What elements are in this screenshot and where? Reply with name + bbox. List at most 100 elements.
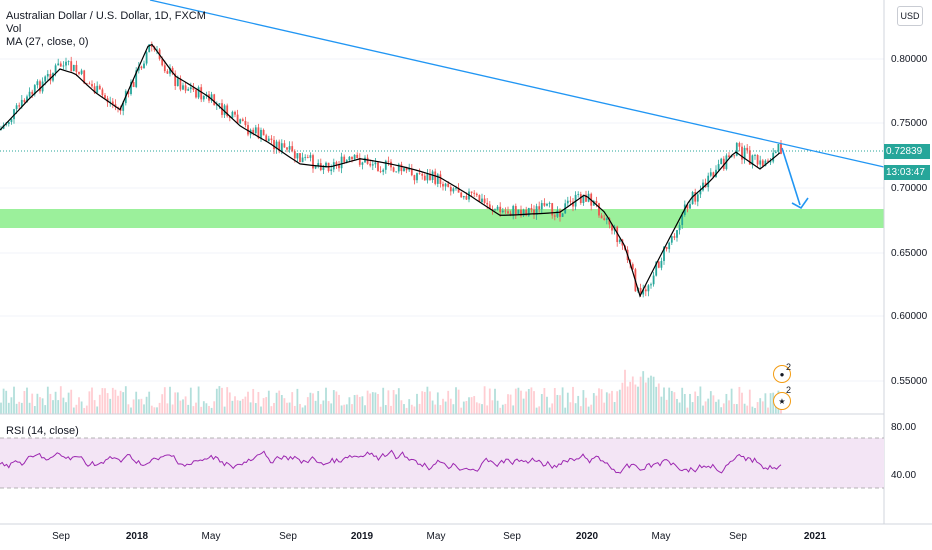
volume-bar bbox=[452, 404, 455, 414]
candle-body bbox=[387, 160, 390, 162]
candle-body bbox=[566, 200, 569, 204]
candle-body bbox=[696, 194, 699, 202]
candle-body bbox=[501, 210, 504, 213]
volume-bar bbox=[722, 403, 725, 414]
volume-bar bbox=[408, 399, 411, 414]
candle-body bbox=[548, 203, 551, 204]
volume-bar bbox=[494, 388, 496, 414]
currency-button[interactable]: USD bbox=[897, 6, 923, 26]
volume-bar bbox=[62, 397, 65, 414]
volume-bar bbox=[332, 390, 335, 414]
volume-bar bbox=[504, 403, 507, 414]
volume-bar bbox=[85, 405, 88, 414]
volume-bar bbox=[254, 403, 257, 414]
volume-bar bbox=[717, 399, 720, 414]
volume-bar bbox=[249, 402, 252, 414]
candle-body bbox=[98, 85, 101, 90]
candle-body bbox=[236, 114, 239, 124]
volume-bar bbox=[746, 405, 749, 414]
candle-body bbox=[520, 209, 522, 216]
volume-bar bbox=[239, 400, 242, 414]
candle-body bbox=[720, 158, 723, 165]
candle-body bbox=[470, 191, 473, 193]
ma-label[interactable]: MA (27, close, 0) bbox=[6, 36, 89, 48]
candle-body bbox=[743, 147, 746, 160]
candle-body bbox=[192, 87, 195, 90]
candle-body bbox=[312, 155, 314, 169]
volume-bar bbox=[725, 393, 728, 414]
volume-bar bbox=[644, 382, 647, 414]
candle-body bbox=[546, 203, 548, 206]
candle-body bbox=[535, 206, 538, 215]
candle-body bbox=[759, 160, 762, 165]
volume-bar bbox=[39, 397, 41, 414]
candle-body bbox=[111, 101, 114, 105]
volume-bar bbox=[546, 396, 548, 414]
candle-body bbox=[691, 192, 694, 205]
volume-bar bbox=[416, 393, 418, 414]
volume-bar bbox=[681, 387, 684, 414]
candle-body bbox=[717, 164, 720, 170]
volume-bar bbox=[426, 386, 429, 414]
volume-bar bbox=[660, 396, 663, 414]
candle-body bbox=[431, 171, 434, 180]
candle-body bbox=[83, 70, 86, 84]
candle-body bbox=[418, 173, 421, 174]
volume-bar bbox=[509, 394, 512, 414]
candle-body bbox=[54, 65, 57, 73]
volume-bar bbox=[767, 407, 769, 414]
volume-bar bbox=[652, 376, 655, 414]
price-tick: 0.60000 bbox=[891, 311, 928, 322]
time-tick: Sep bbox=[729, 531, 747, 542]
volume-bar bbox=[309, 392, 312, 414]
volume-label[interactable]: Vol bbox=[6, 23, 22, 35]
candle-body bbox=[330, 169, 333, 172]
event-count: 2 bbox=[786, 362, 792, 372]
candle-body bbox=[572, 201, 574, 207]
candle-body bbox=[369, 163, 372, 166]
volume-bar bbox=[689, 393, 691, 414]
volume-bar bbox=[392, 390, 395, 414]
volume-bar bbox=[348, 397, 351, 414]
volume-bar bbox=[312, 393, 314, 414]
candle-body bbox=[202, 95, 205, 100]
candle-body bbox=[473, 192, 476, 194]
volume-bar bbox=[470, 397, 473, 414]
volume-bar bbox=[20, 402, 23, 414]
us-flag-event-icon[interactable]: ★ bbox=[773, 392, 791, 410]
candle-body bbox=[618, 239, 621, 243]
candle-body bbox=[275, 141, 278, 150]
candle-body bbox=[442, 184, 444, 187]
forecast-arrowhead bbox=[791, 197, 809, 210]
volume-bar bbox=[442, 398, 444, 414]
volume-bar bbox=[678, 402, 681, 414]
candle-body bbox=[559, 210, 561, 217]
volume-bar bbox=[166, 403, 169, 414]
candle-body bbox=[673, 236, 676, 238]
candle-body bbox=[85, 83, 88, 85]
volume-bar bbox=[15, 403, 18, 414]
candle-body bbox=[231, 111, 234, 118]
time-tick: 2020 bbox=[575, 531, 599, 542]
candle-body bbox=[187, 89, 190, 91]
candle-body bbox=[652, 275, 655, 285]
rsi-label[interactable]: RSI (14, close) bbox=[6, 425, 79, 437]
candle-body bbox=[244, 120, 247, 126]
earnings-event-icon[interactable]: ● bbox=[773, 365, 791, 383]
candle-body bbox=[309, 155, 312, 158]
volume-bar bbox=[161, 394, 164, 414]
candle-body bbox=[455, 187, 457, 189]
time-tick: May bbox=[201, 531, 221, 542]
candle-body bbox=[439, 174, 442, 185]
candle-body bbox=[304, 157, 307, 158]
volume-bar bbox=[447, 390, 450, 414]
volume-bar bbox=[270, 406, 273, 414]
volume-bar bbox=[715, 401, 717, 414]
volume-bar bbox=[208, 405, 210, 414]
candle-body bbox=[109, 101, 112, 103]
candle-body bbox=[670, 236, 673, 243]
price-tick: 0.70000 bbox=[891, 183, 928, 194]
candle-body bbox=[551, 203, 554, 216]
symbol-title[interactable]: Australian Dollar / U.S. Dollar, 1D, FXC… bbox=[6, 10, 206, 22]
